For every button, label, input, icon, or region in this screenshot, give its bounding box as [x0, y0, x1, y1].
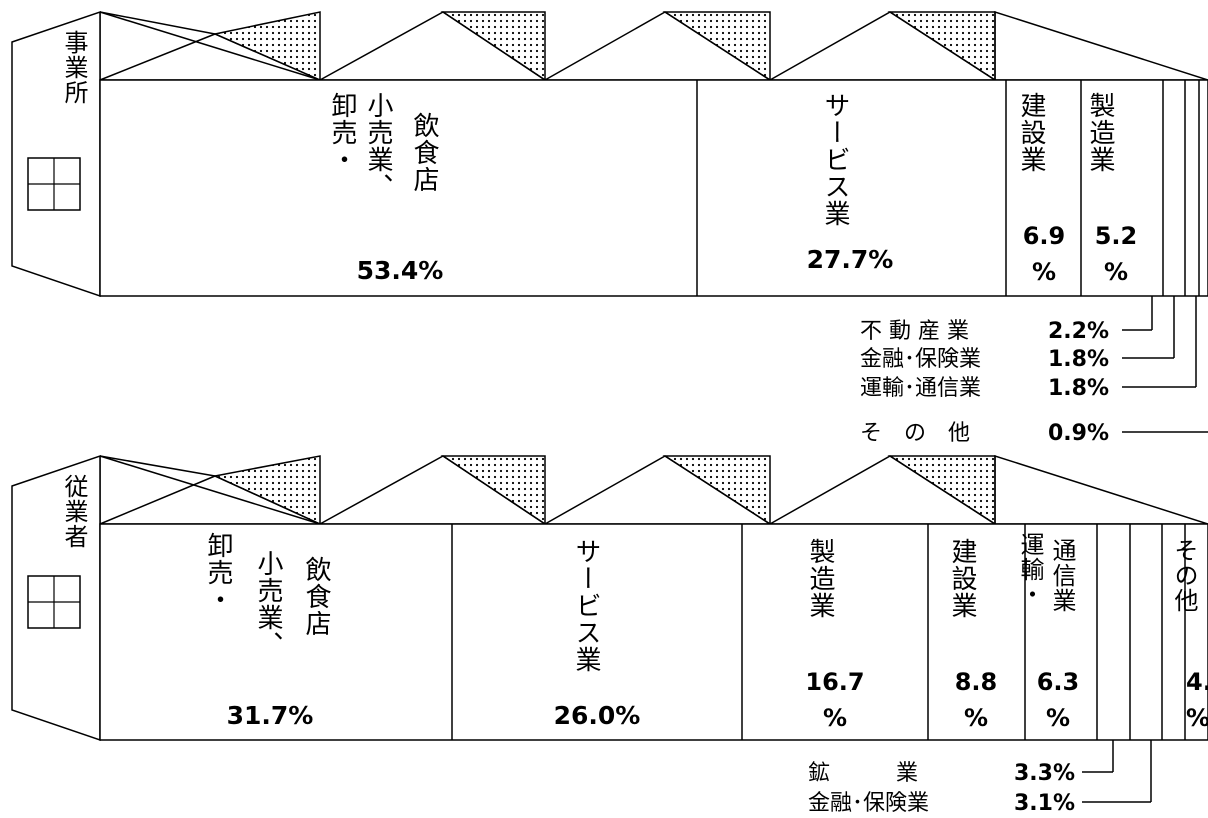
employees-building	[11, 454, 1208, 742]
category-label: 小売業、	[253, 550, 283, 658]
callout-name: そ の 他	[860, 421, 970, 446]
value-label: 31.7%	[227, 701, 314, 730]
category-label: 製造業	[805, 538, 835, 619]
callout-name: 金融･保険業	[808, 791, 929, 816]
value-label: 8.8	[955, 668, 998, 696]
category-label: 通信業	[1048, 538, 1076, 613]
value-label: 27.7%	[807, 245, 894, 274]
building-front-wall	[99, 523, 1208, 741]
callout-value: 3.1%	[1014, 791, 1075, 816]
value-label: %	[964, 704, 988, 732]
callout-name: 鉱 業	[808, 761, 918, 786]
callout-value: 0.9%	[1048, 421, 1109, 446]
value-label: %	[1032, 258, 1056, 286]
category-label: 飲食店	[301, 556, 331, 637]
value-label: %	[823, 704, 847, 732]
callout-value: 3.3%	[1014, 761, 1075, 786]
category-label: 建設業	[947, 538, 977, 619]
value-label: 4.2	[1186, 668, 1208, 696]
establishments-building	[11, 10, 1208, 298]
value-label: 5.2	[1095, 222, 1138, 250]
callout-value: 2.2%	[1048, 319, 1109, 344]
category-label: サービス業	[820, 92, 850, 227]
category-label: 飲食店	[409, 112, 439, 193]
category-label: 卸売・	[327, 92, 357, 173]
category-label: 卸売・	[203, 532, 233, 613]
building-front-wall	[99, 79, 1208, 297]
value-label: %	[1104, 258, 1128, 286]
callout-name: 金融･保険業	[860, 347, 981, 372]
category-label: 建設業	[1016, 92, 1046, 173]
chart-title-employees: 従業者	[60, 474, 88, 549]
callout-name: 不 動 産 業	[860, 319, 969, 344]
callout-value: 1.8%	[1048, 376, 1109, 401]
building-side-wall	[11, 10, 101, 298]
category-label: サービス業	[571, 538, 601, 673]
value-label: 6.3	[1037, 668, 1080, 696]
callout-value: 1.8%	[1048, 347, 1109, 372]
building-roof	[99, 10, 1208, 82]
chart-title-establishments: 事業所	[60, 30, 88, 105]
value-label: 26.0%	[554, 701, 641, 730]
callout-name: 運輸･通信業	[860, 376, 981, 401]
value-label: %	[1046, 704, 1070, 732]
building-roof	[99, 454, 1208, 526]
category-label: その他	[1170, 538, 1198, 613]
category-label: 運輸・	[1016, 532, 1044, 607]
category-label: 小売業、	[363, 92, 393, 200]
value-label: 53.4%	[357, 256, 444, 285]
value-label: %	[1186, 704, 1208, 732]
value-label: 16.7	[805, 668, 864, 696]
value-label: 6.9	[1023, 222, 1066, 250]
category-label: 製造業	[1085, 92, 1115, 173]
